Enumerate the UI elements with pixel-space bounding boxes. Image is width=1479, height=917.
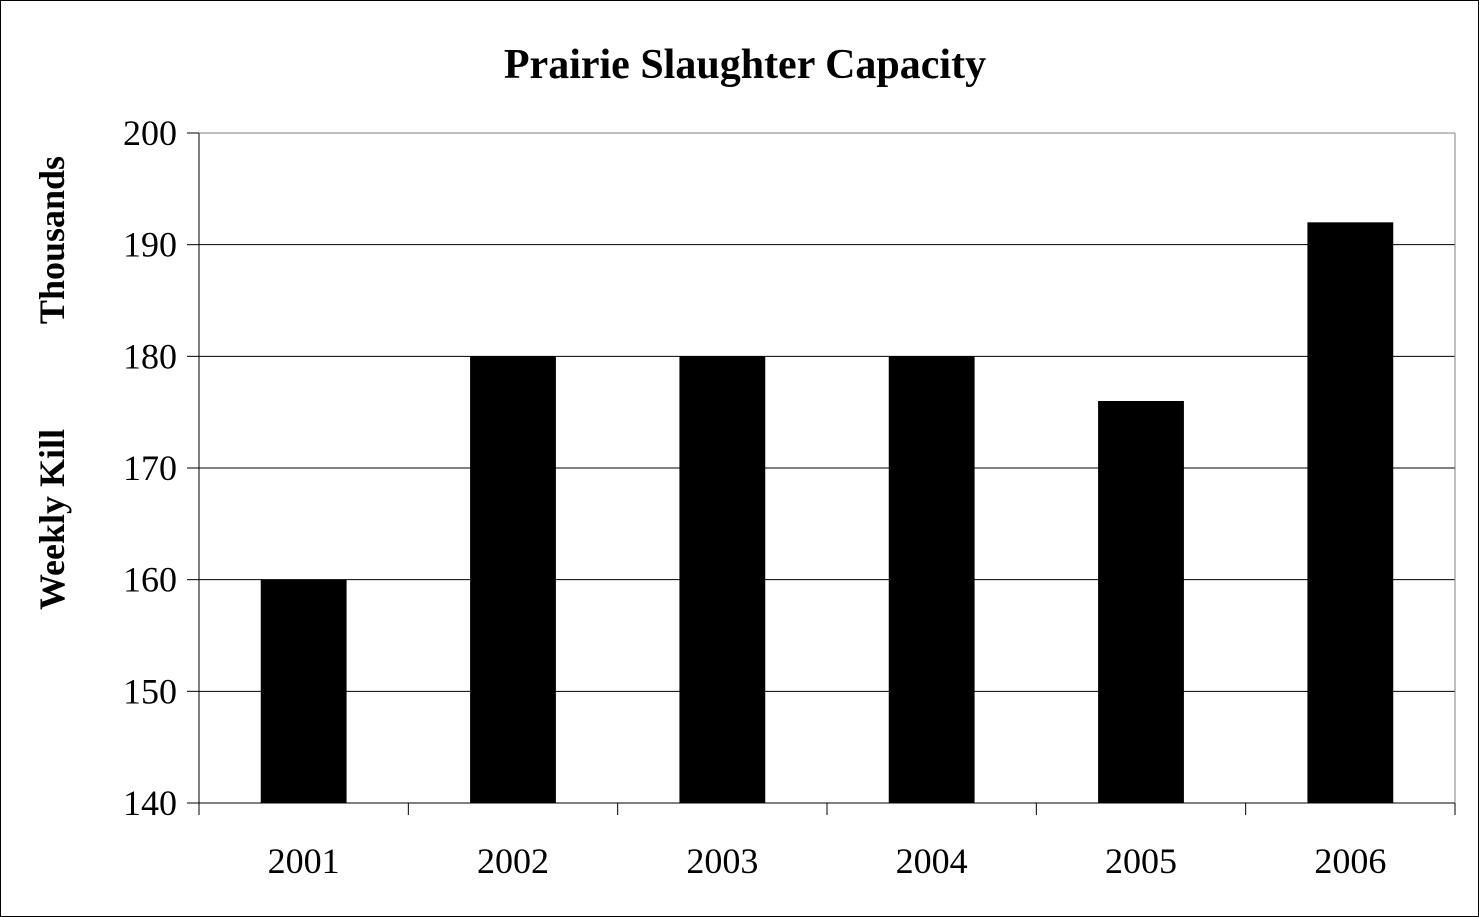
- bar-2001: [260, 579, 347, 803]
- bar-2006: [1307, 222, 1394, 804]
- x-tick-label-2006: 2006: [1314, 841, 1386, 881]
- y-tick-label-180: 180: [123, 336, 177, 376]
- y-axis-label-weekly-kill: Weekly Kill: [32, 429, 72, 610]
- y-axis-label-thousands: Thousands: [32, 156, 72, 324]
- bar-2002: [470, 356, 556, 803]
- x-tick-label-2001: 2001: [268, 841, 340, 881]
- y-tick-label-140: 140: [123, 783, 177, 823]
- y-tick-label-200: 200: [123, 113, 177, 153]
- x-tick-labels: 2001 2002 2003 2004 2005 2006: [268, 841, 1387, 881]
- bar-2003: [679, 356, 766, 803]
- x-tick-label-2002: 2002: [477, 841, 549, 881]
- y-axis-label-right-part: Weekly Kill Thousands: [32, 156, 72, 610]
- chart-title: Prairie Slaughter Capacity: [504, 42, 986, 88]
- x-tick-label-2005: 2005: [1105, 841, 1177, 881]
- y-tick-label-160: 160: [123, 560, 177, 600]
- y-tick-label-150: 150: [123, 671, 177, 711]
- y-tick-label-190: 190: [123, 225, 177, 265]
- y-axis-label: Weekly Kill Thousands: [32, 156, 72, 610]
- plot-axes: [187, 132, 1456, 815]
- bar-2004: [888, 356, 975, 803]
- y-tick-labels: 200 190 180 170 160 150 140: [123, 113, 177, 823]
- x-tick-label-2003: 2003: [686, 841, 758, 881]
- plot-bars: [260, 222, 1394, 804]
- y-tick-label-170: 170: [123, 448, 177, 488]
- x-tick-label-2004: 2004: [896, 841, 968, 881]
- bar-2005: [1098, 401, 1184, 803]
